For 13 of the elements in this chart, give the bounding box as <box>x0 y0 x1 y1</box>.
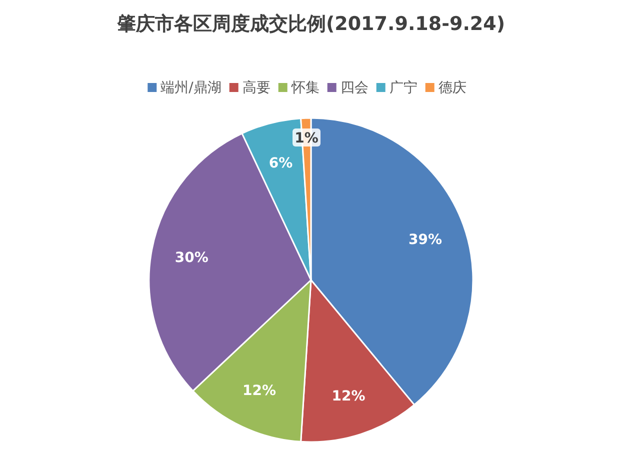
data-label: 39% <box>408 232 442 248</box>
data-label: 12% <box>242 382 276 399</box>
data-label: 1% <box>294 130 318 147</box>
legend-label: 怀集 <box>290 80 320 96</box>
legend-label: 德庆 <box>438 80 466 96</box>
legend-label: 端州/鼎湖 <box>160 80 222 96</box>
data-label: 30% <box>174 250 208 266</box>
data-label: 12% <box>332 388 366 405</box>
chart-title: 肇庆市各区周度成交比例(2017.9.18-9.24) <box>116 13 506 35</box>
legend-label: 四会 <box>340 80 368 96</box>
legend-label: 高要 <box>242 80 270 96</box>
data-label: 6% <box>268 155 293 172</box>
legend-label: 广宁 <box>389 80 418 96</box>
